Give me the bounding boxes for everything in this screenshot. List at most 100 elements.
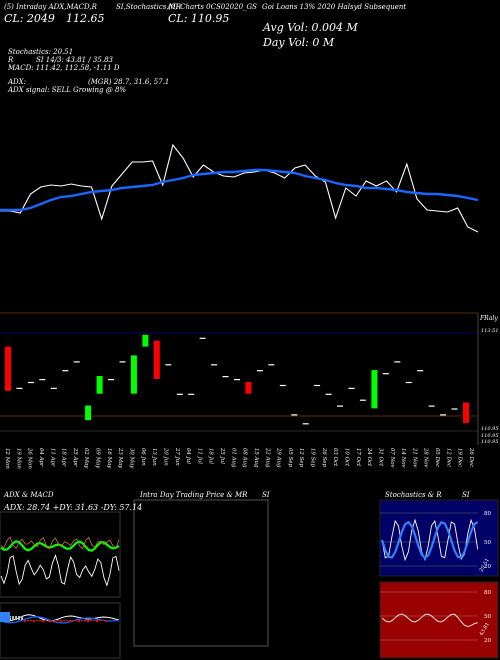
intraday-panel	[133, 499, 269, 647]
candle	[142, 334, 149, 347]
date-tick-label: 01 Aug	[230, 448, 236, 468]
ema-line	[0, 168, 479, 212]
macd-histogram-bar	[42, 620, 44, 622]
date-tick-label: 12 Mon	[4, 448, 10, 469]
macd-histogram-bar	[48, 620, 50, 621]
candle	[371, 370, 378, 409]
date-tick-label: 20 Jun	[162, 447, 168, 466]
macd-histogram-bar	[33, 620, 35, 622]
date-tick-label: 17 Oct	[355, 448, 361, 467]
adx-panel	[0, 511, 121, 598]
date-tick-label: 22 Aug	[264, 447, 270, 468]
macd-histogram-bar	[66, 620, 68, 621]
macd-histogram-bar	[36, 620, 38, 621]
signal-line	[0, 616, 120, 624]
date-tick-label: 11 Jul	[196, 448, 202, 464]
date-tick-label: 29 Aug	[276, 447, 282, 468]
date-tick-label: 11 Apr	[49, 448, 55, 467]
macd-histogram-bar	[78, 620, 80, 622]
mgr-value: (MGR) 28.7, 31.6, 57.1	[88, 78, 170, 86]
stoch-panel-title: Stochastics & R	[385, 491, 442, 499]
candle	[291, 414, 298, 416]
header-cl-left-value: 112.65	[66, 12, 105, 25]
candle	[153, 340, 160, 379]
date-tick-label: 19 Sep	[310, 448, 316, 467]
stoch-tick-label: 20	[484, 564, 491, 570]
candle	[451, 408, 458, 410]
candle	[394, 361, 401, 363]
date-tick-label: 16 May	[106, 448, 112, 469]
date-tick-label: 10 Oct	[344, 448, 350, 467]
date-tick-label: 15 Aug	[253, 448, 259, 468]
date-tick-label: 26 Dec	[468, 447, 474, 467]
date-tick-label: 08 Aug	[242, 448, 248, 468]
intraday-panel-title: Intra Day Trading Price & MR	[140, 491, 248, 499]
date-tick-label: 12 Dec	[445, 448, 451, 467]
date-tick-label: 27 Jun	[174, 447, 180, 466]
macd-histogram-bar	[102, 620, 104, 621]
macd-histogram-bar	[51, 620, 53, 622]
candle	[428, 405, 435, 407]
rsi-value: SI 14/3: 43.81 / 35.83	[36, 56, 113, 64]
adx-panel-title: ADX & MACD	[4, 491, 54, 499]
stoch-panel	[379, 499, 499, 577]
macd-histogram-bar	[63, 620, 65, 621]
header-indicators: SI,Stochastics,MR	[116, 3, 182, 11]
adx-label: ADX:	[8, 78, 27, 86]
candle	[302, 423, 309, 425]
header-cl-left: CL: 2049	[4, 12, 55, 25]
axis-lower-label-1: 110.95	[481, 426, 499, 432]
header-day-vol: Day Vol: 0 M	[263, 36, 335, 49]
candle	[245, 381, 252, 394]
candle	[348, 387, 355, 389]
date-tick-label: 19 Dec	[457, 448, 463, 467]
candle	[108, 379, 114, 381]
rsi-line	[381, 613, 478, 627]
candle	[222, 376, 229, 378]
candle	[199, 337, 206, 339]
candle	[405, 381, 412, 384]
candle	[176, 393, 183, 395]
header-code: (0) Charts 0CS02020_GS	[168, 3, 257, 11]
candle	[314, 384, 321, 387]
candle	[234, 379, 240, 381]
rsi-r-label: R	[8, 56, 14, 64]
price-chart	[0, 143, 479, 233]
candle	[359, 399, 366, 401]
candle	[440, 414, 447, 416]
candle	[211, 364, 218, 366]
macd-histogram-bar	[84, 620, 86, 621]
date-tick-label: 30 May	[129, 448, 135, 469]
date-tick-label: 13 Jun	[151, 448, 157, 466]
adx-line	[0, 554, 120, 587]
macd-histogram-bar	[90, 620, 92, 621]
date-tick-label: 18 Apr	[61, 448, 67, 467]
candle	[417, 370, 424, 372]
adx-panel-values: ADX: 28.74 +DY: 31.63 -DY: 57.14	[4, 503, 143, 512]
candle	[119, 361, 126, 363]
stoch-d-line	[380, 520, 479, 560]
macd-histogram-bar	[87, 620, 89, 622]
candle	[62, 370, 69, 372]
candle	[165, 364, 172, 366]
date-tick-label: 05 Sep	[287, 448, 293, 467]
macd-histogram-bar	[54, 620, 56, 621]
macd-histogram-bar	[30, 620, 32, 621]
candle	[39, 379, 46, 381]
candle	[85, 405, 92, 421]
candle	[16, 387, 23, 389]
minus-dy-line	[0, 536, 120, 550]
macd-histogram-bar	[69, 620, 71, 622]
macd-histogram-bar	[57, 620, 59, 621]
date-tick-label: 05 Dec	[434, 448, 440, 467]
macd-histogram-bar	[39, 620, 41, 621]
candle	[5, 346, 11, 391]
date-tick-label: 09 May	[95, 448, 101, 469]
date-tick-label: 06 Jun	[140, 448, 146, 466]
macd-histogram-bar	[45, 620, 47, 621]
date-tick-label: 26 Mon	[27, 447, 33, 469]
header-security: Goi Loans 13% 2020 Halsyd Subsequent	[262, 3, 407, 11]
header-avg-vol: Avg Vol: 0.004 M	[263, 21, 358, 34]
macd-histogram-bar	[24, 620, 26, 622]
candle	[50, 387, 57, 389]
